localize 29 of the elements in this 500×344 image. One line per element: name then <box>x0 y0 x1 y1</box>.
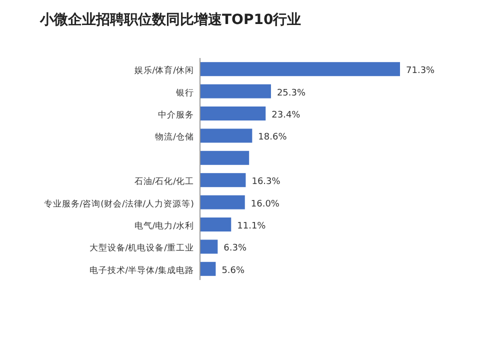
bar <box>200 218 232 232</box>
bar <box>200 150 250 165</box>
data-label: 16.0% <box>250 199 280 210</box>
data-label: 71.3% <box>406 66 436 76</box>
bar <box>200 128 252 143</box>
data-label: 18.6% <box>258 132 288 143</box>
y-tick-label: 银行 <box>175 87 194 98</box>
bar <box>200 262 216 276</box>
y-tick-label: 中介服务 <box>158 110 194 120</box>
bar <box>200 62 400 76</box>
bar <box>200 84 271 98</box>
y-tick-label: 电子技术/半导体/集成电路 <box>89 264 194 276</box>
bar <box>200 240 218 254</box>
data-label: 5.6% <box>222 266 246 276</box>
bar <box>200 195 245 210</box>
bar <box>200 173 246 188</box>
chart-title: 小微企业招聘职位数同比增速TOP10行业 <box>39 12 302 28</box>
y-tick-label: 物流/仓储 <box>155 132 194 143</box>
data-label: 11.1% <box>237 222 266 232</box>
y-tick-label: 专业服务/咨询(财会/法律/人力资源等) <box>44 198 194 210</box>
data-label: 16.3% <box>252 177 281 188</box>
y-tick-label: 电气/电力/水利 <box>134 220 194 232</box>
data-label: 25.3% <box>276 88 306 98</box>
y-tick-label: 石油/石化/化工 <box>134 176 194 188</box>
y-tick-label: 娱乐/体育/休闲 <box>134 65 194 76</box>
data-label: 23.4% <box>272 110 301 120</box>
bar <box>200 106 266 120</box>
data-label: 6.3% <box>224 244 247 254</box>
y-tick-label: 大型设备/机电设备/重工业 <box>89 242 194 254</box>
